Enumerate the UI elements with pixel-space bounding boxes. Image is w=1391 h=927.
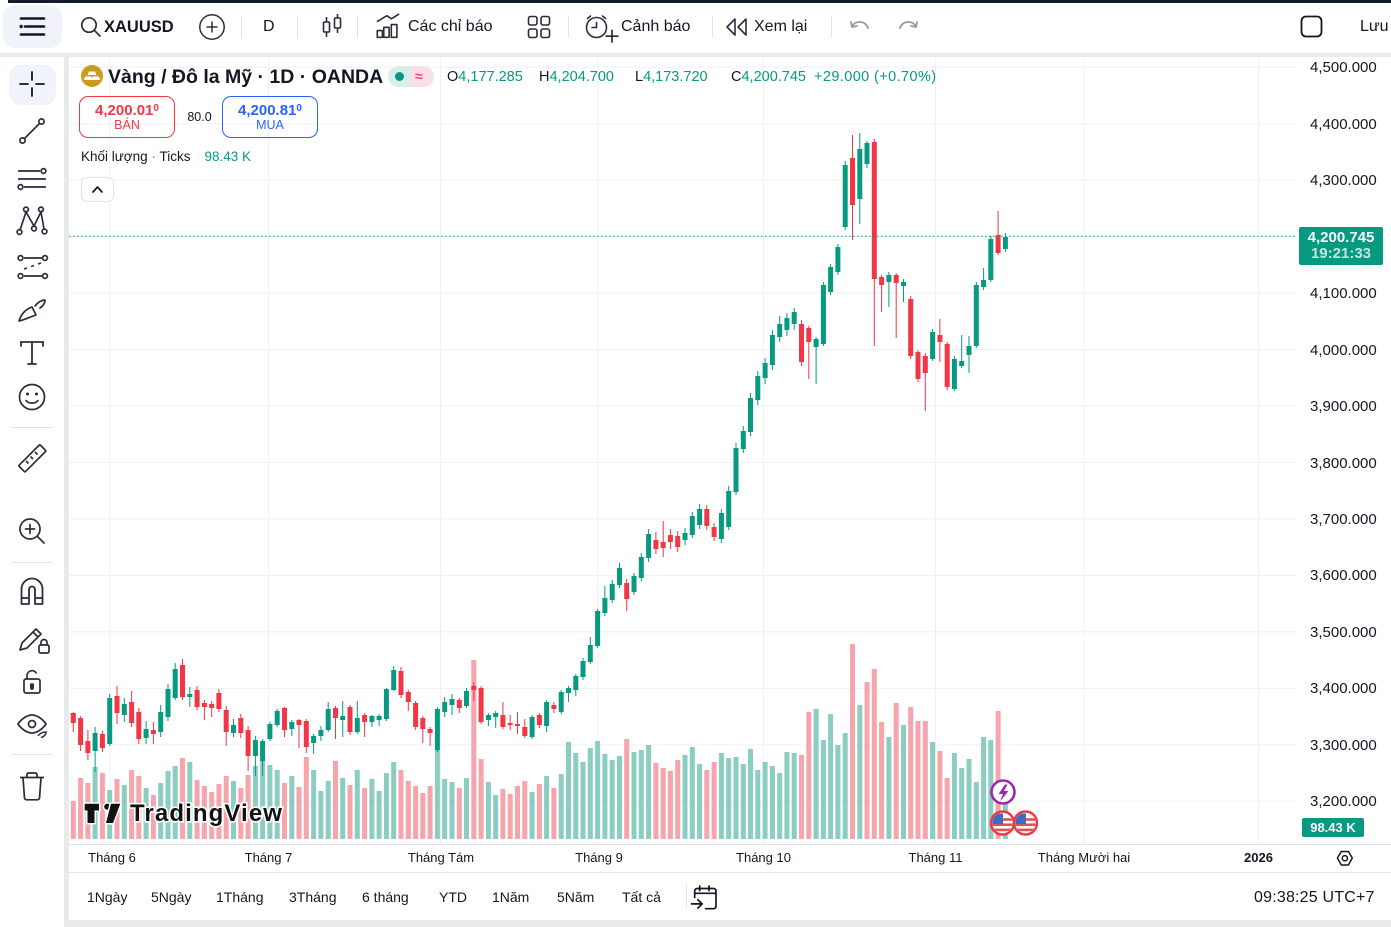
svg-text:TradingView: TradingView xyxy=(130,800,283,827)
